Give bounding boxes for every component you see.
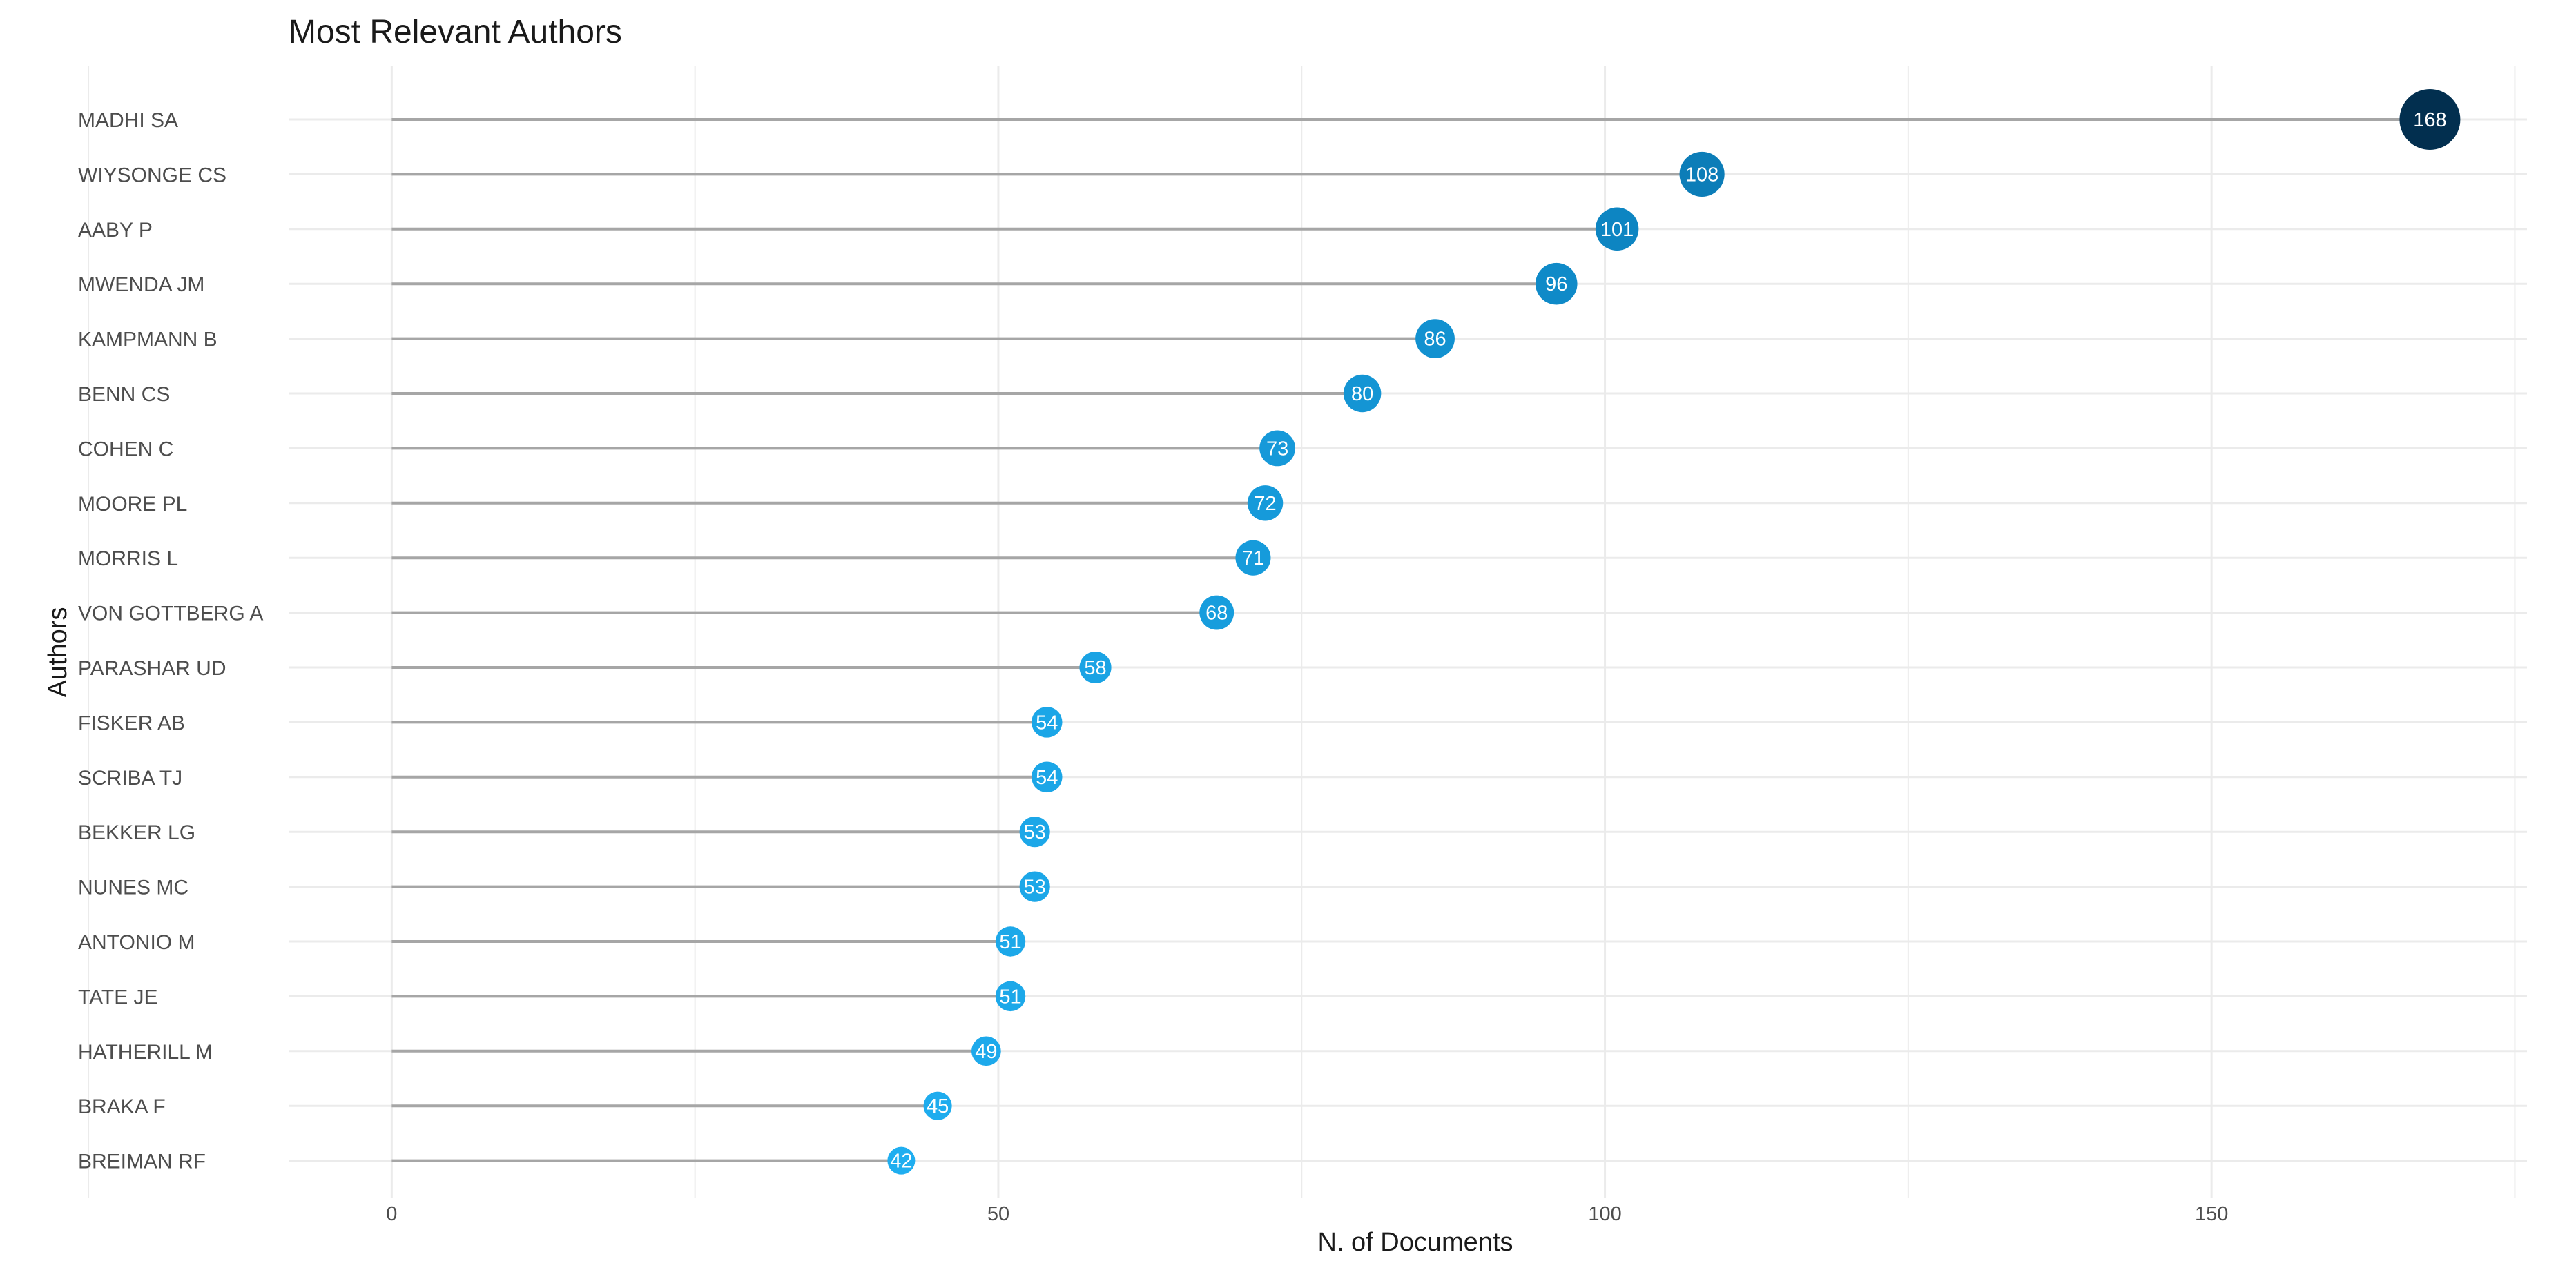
lollipop-point: [995, 981, 1026, 1012]
x-tick-label: 100: [1588, 1203, 1621, 1225]
y-tick-label: NUNES MC: [78, 877, 188, 899]
y-tick-label: SCRIBA TJ: [78, 767, 182, 790]
lollipop-point: [1415, 319, 1455, 358]
data-label: 73: [1266, 438, 1288, 460]
lollipop-point: [1199, 595, 1234, 630]
lollipop-point: [1343, 374, 1382, 413]
y-tick-label: PARASHAR UD: [78, 657, 226, 680]
y-tick-label: ANTONIO M: [78, 931, 195, 954]
data-label: 53: [1024, 821, 1046, 843]
y-tick-label: BEKKER LG: [78, 821, 195, 844]
data-label: 51: [999, 931, 1021, 953]
y-tick-label: KAMPMANN B: [78, 329, 217, 351]
lollipop-point: [1019, 871, 1050, 902]
lollipop-point: [1031, 761, 1063, 793]
y-tick-label: BENN CS: [78, 383, 170, 406]
stem-layer: [391, 118, 2430, 1162]
x-tick-label: 50: [987, 1203, 1009, 1225]
lollipop-point: [1031, 707, 1063, 738]
data-label: 49: [975, 1041, 997, 1063]
y-tick-label: BREIMAN RF: [78, 1151, 206, 1173]
lollipop-point: [1259, 430, 1296, 467]
lollipop-point: [1079, 651, 1112, 684]
y-tick-label: MADHI SA: [78, 109, 178, 132]
x-tick-label: 0: [386, 1203, 397, 1225]
x-tick-label: 150: [2195, 1203, 2228, 1225]
x-axis-title: N. of Documents: [1318, 1228, 1513, 1257]
y-tick-label: FISKER AB: [78, 712, 185, 734]
y-tick-label: AABY P: [78, 219, 153, 242]
data-label: 68: [1205, 603, 1228, 625]
y-tick-label: COHEN C: [78, 438, 173, 460]
y-tick-label: TATE JE: [78, 986, 158, 1008]
lollipop-point: [1679, 151, 1725, 197]
y-tick-label: MWENDA JM: [78, 273, 204, 296]
y-tick-label: WIYSONGE CS: [78, 164, 226, 186]
data-label: 96: [1545, 273, 1567, 295]
lollipop-point: [2399, 89, 2461, 150]
lollipop-point: [1235, 540, 1271, 576]
lollipop-point: [923, 1091, 952, 1120]
lollipop-point: [1247, 485, 1284, 521]
data-label: 45: [927, 1095, 949, 1117]
lollipop-point: [971, 1036, 1001, 1066]
data-label: 86: [1424, 329, 1446, 351]
y-tick-labels: MADHI SA WIYSONGE CS AABY P MWENDA JM KAMPMA…: [78, 109, 263, 1173]
data-label: 71: [1242, 547, 1264, 569]
data-label: 168: [2413, 109, 2446, 131]
data-label: 42: [890, 1151, 912, 1173]
lollipop-point: [995, 926, 1026, 957]
data-label: 80: [1351, 383, 1373, 405]
y-tick-label: HATHERILL M: [78, 1041, 213, 1064]
y-tick-label: MORRIS L: [78, 547, 178, 570]
lollipop-point: [887, 1146, 916, 1175]
data-label: 58: [1084, 657, 1106, 679]
grid-layer: [88, 66, 2527, 1198]
lollipop-point: [1019, 817, 1050, 848]
data-label: 54: [1036, 712, 1058, 734]
point-layer: 168 108 101 96 86 80 73 72 71 68 58 54 54 53 53 51 51 49 4…: [887, 89, 2461, 1175]
y-tick-label: VON GOTTBERG A: [78, 603, 263, 625]
data-label: 108: [1685, 164, 1718, 186]
y-tick-label: BRAKA F: [78, 1095, 166, 1118]
data-label: 51: [999, 986, 1021, 1008]
chart-title: Most Relevant Authors: [289, 14, 622, 50]
data-label: 54: [1036, 767, 1058, 789]
data-label: 53: [1024, 877, 1046, 899]
lollipop-point: [1595, 207, 1639, 251]
y-axis-title: Authors: [43, 607, 72, 698]
x-tick-labels: 0 50 100 150: [386, 1203, 2228, 1225]
data-label: 101: [1600, 219, 1634, 241]
data-label: 72: [1254, 493, 1276, 515]
lollipop-point: [1535, 262, 1578, 305]
y-tick-label: MOORE PL: [78, 493, 187, 516]
